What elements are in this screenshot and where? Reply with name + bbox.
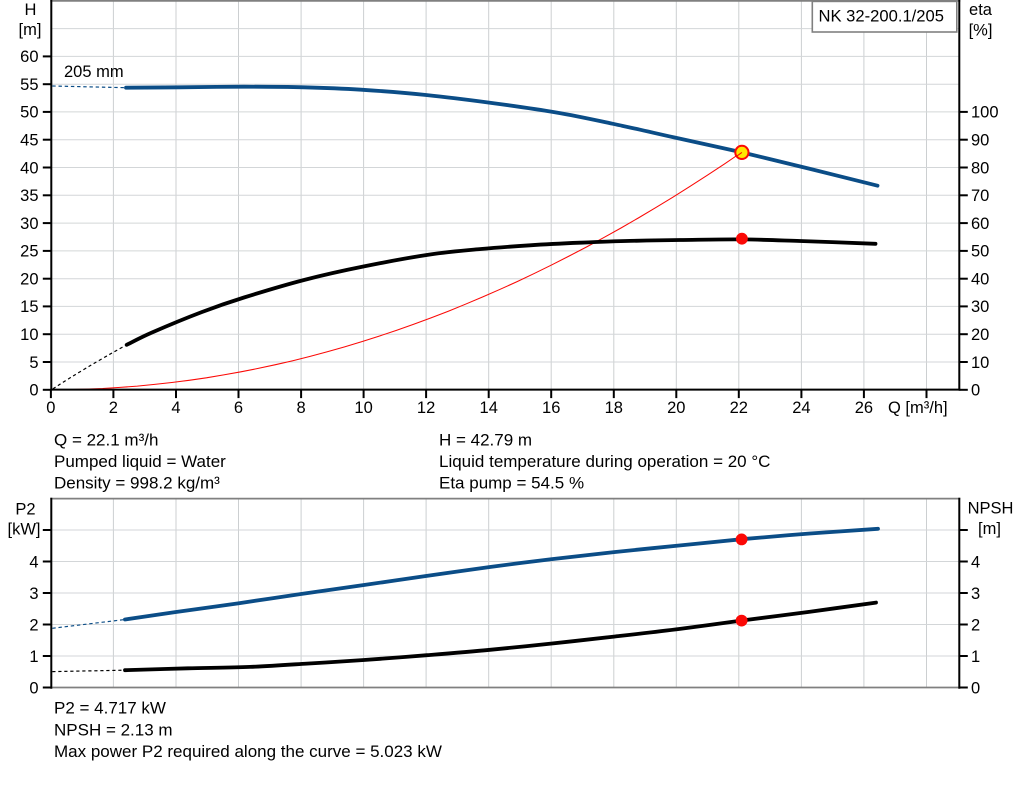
svg-text:Q [m³/h]: Q [m³/h] xyxy=(888,399,948,417)
svg-text:0: 0 xyxy=(29,382,38,400)
svg-text:NPSH = 2.13 m: NPSH = 2.13 m xyxy=(54,721,173,740)
svg-text:3: 3 xyxy=(29,585,38,603)
svg-text:[m]: [m] xyxy=(978,520,1001,538)
svg-text:24: 24 xyxy=(792,399,810,417)
svg-text:80: 80 xyxy=(971,159,989,177)
svg-text:eta: eta xyxy=(969,1,993,19)
svg-text:[kW]: [kW] xyxy=(8,521,41,539)
svg-text:14: 14 xyxy=(480,399,498,417)
svg-text:H = 42.79 m: H = 42.79 m xyxy=(439,431,532,450)
svg-text:[%]: [%] xyxy=(969,22,993,40)
svg-text:NPSH: NPSH xyxy=(968,500,1014,518)
svg-text:Max power P2 required along th: Max power P2 required along the curve = … xyxy=(54,742,442,761)
svg-text:P2 = 4.717 kW: P2 = 4.717 kW xyxy=(54,699,166,718)
svg-text:50: 50 xyxy=(971,243,989,261)
svg-text:25: 25 xyxy=(20,243,38,261)
svg-text:30: 30 xyxy=(971,298,989,316)
svg-text:50: 50 xyxy=(20,104,38,122)
svg-text:20: 20 xyxy=(20,271,38,289)
svg-text:Liquid temperature during oper: Liquid temperature during operation = 20… xyxy=(439,452,770,471)
svg-text:20: 20 xyxy=(971,326,989,344)
svg-text:4: 4 xyxy=(29,553,38,571)
svg-text:10: 10 xyxy=(971,354,989,372)
svg-text:60: 60 xyxy=(20,48,38,66)
svg-text:[m]: [m] xyxy=(19,21,42,39)
svg-text:0: 0 xyxy=(46,399,55,417)
svg-text:1: 1 xyxy=(971,648,980,666)
svg-text:16: 16 xyxy=(542,399,560,417)
svg-text:4: 4 xyxy=(971,553,980,571)
svg-text:35: 35 xyxy=(20,187,38,205)
svg-text:205 mm: 205 mm xyxy=(64,63,124,81)
svg-text:0: 0 xyxy=(971,679,980,697)
svg-text:8: 8 xyxy=(297,399,306,417)
svg-text:22: 22 xyxy=(730,399,748,417)
svg-text:45: 45 xyxy=(20,132,38,150)
svg-text:5: 5 xyxy=(29,354,38,372)
svg-text:90: 90 xyxy=(971,132,989,150)
svg-text:6: 6 xyxy=(234,399,243,417)
svg-text:30: 30 xyxy=(20,215,38,233)
svg-text:1: 1 xyxy=(29,648,38,666)
svg-text:18: 18 xyxy=(605,399,623,417)
svg-text:40: 40 xyxy=(971,271,989,289)
svg-text:60: 60 xyxy=(971,215,989,233)
svg-text:55: 55 xyxy=(20,76,38,94)
svg-text:P2: P2 xyxy=(15,501,35,519)
svg-text:10: 10 xyxy=(354,399,372,417)
svg-text:10: 10 xyxy=(20,326,38,344)
svg-text:3: 3 xyxy=(971,585,980,603)
svg-text:4: 4 xyxy=(171,399,180,417)
svg-text:0: 0 xyxy=(971,382,980,400)
svg-text:70: 70 xyxy=(971,187,989,205)
svg-text:Density = 998.2 kg/m³: Density = 998.2 kg/m³ xyxy=(54,474,220,493)
svg-text:Q = 22.1 m³/h: Q = 22.1 m³/h xyxy=(54,431,158,450)
svg-text:2: 2 xyxy=(29,616,38,634)
svg-text:H: H xyxy=(25,1,37,19)
svg-text:40: 40 xyxy=(20,159,38,177)
svg-text:2: 2 xyxy=(971,616,980,634)
svg-text:12: 12 xyxy=(417,399,435,417)
svg-text:Eta pump = 54.5 %: Eta pump = 54.5 % xyxy=(439,474,584,493)
svg-text:15: 15 xyxy=(20,298,38,316)
svg-text:20: 20 xyxy=(667,399,685,417)
svg-text:26: 26 xyxy=(855,399,873,417)
svg-text:NK 32-200.1/205: NK 32-200.1/205 xyxy=(819,7,944,26)
svg-text:100: 100 xyxy=(971,104,999,122)
svg-text:2: 2 xyxy=(109,399,118,417)
svg-text:Pumped liquid = Water: Pumped liquid = Water xyxy=(54,452,226,471)
svg-text:0: 0 xyxy=(29,679,38,697)
